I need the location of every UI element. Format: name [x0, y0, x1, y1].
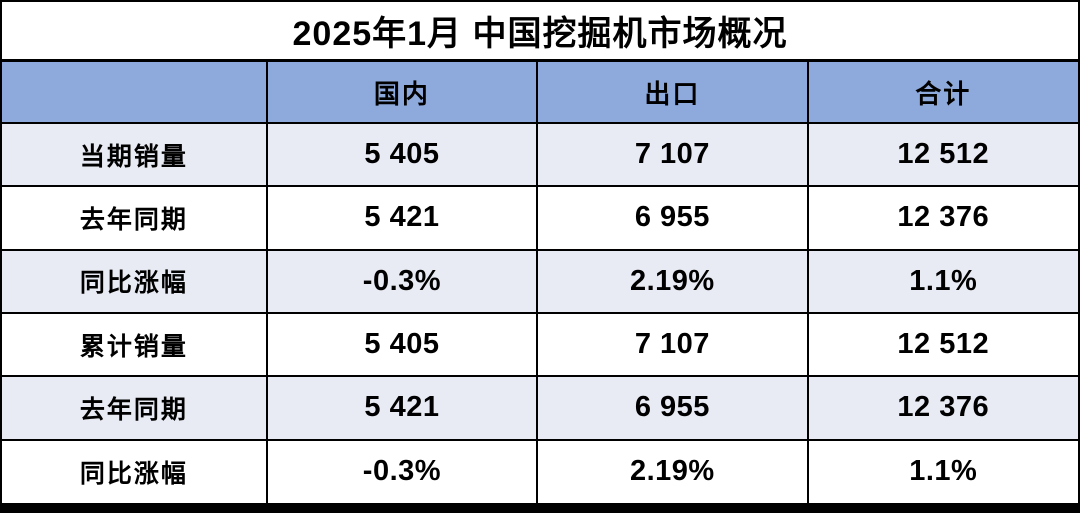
- row-label: 去年同期: [1, 375, 268, 441]
- value-cell: 2.19%: [536, 438, 809, 505]
- value-cell: 1.1%: [806, 248, 1080, 314]
- value-cell: 12 376: [806, 375, 1080, 441]
- value-cell: 1.1%: [806, 438, 1080, 505]
- table-row: 累计销量 5 405 7 107 12 512: [1, 311, 1080, 378]
- row-label: 去年同期: [1, 185, 268, 251]
- value-cell: 5 405: [265, 311, 539, 378]
- row-label: 累计销量: [1, 311, 268, 378]
- header-cell-export: 出口: [536, 61, 809, 124]
- value-cell: 6 955: [536, 375, 809, 441]
- header-cell-domestic: 国内: [265, 61, 539, 124]
- value-cell: 7 107: [536, 121, 809, 188]
- value-cell: -0.3%: [265, 248, 539, 314]
- market-data-table: 国内 出口 合计 当期销量 5 405 7 107 12 512 去年同期 5 421 6 …: [1, 61, 1080, 505]
- row-label: 当期销量: [1, 121, 268, 188]
- table-row: 同比涨幅 -0.3% 2.19% 1.1%: [1, 248, 1080, 314]
- value-cell: 12 512: [806, 311, 1080, 378]
- table-title: 2025年1月 中国挖掘机市场概况: [2, 2, 1078, 62]
- table-row: 去年同期 5 421 6 955 12 376: [1, 185, 1080, 251]
- value-cell: 12 512: [806, 121, 1080, 188]
- header-cell-total: 合计: [806, 61, 1080, 124]
- table-row: 当期销量 5 405 7 107 12 512: [1, 121, 1080, 188]
- value-cell: -0.3%: [265, 438, 539, 505]
- value-cell: 5 421: [265, 375, 539, 441]
- value-cell: 12 376: [806, 185, 1080, 251]
- header-row: 国内 出口 合计: [1, 61, 1080, 124]
- table-row: 去年同期 5 421 6 955 12 376: [1, 375, 1080, 441]
- table-row: 同比涨幅 -0.3% 2.19% 1.1%: [1, 438, 1080, 505]
- value-cell: 5 405: [265, 121, 539, 188]
- value-cell: 2.19%: [536, 248, 809, 314]
- value-cell: 5 421: [265, 185, 539, 251]
- header-cell-blank: [1, 61, 268, 124]
- value-cell: 6 955: [536, 185, 809, 251]
- value-cell: 7 107: [536, 311, 809, 378]
- row-label: 同比涨幅: [1, 248, 268, 314]
- row-label: 同比涨幅: [1, 438, 268, 505]
